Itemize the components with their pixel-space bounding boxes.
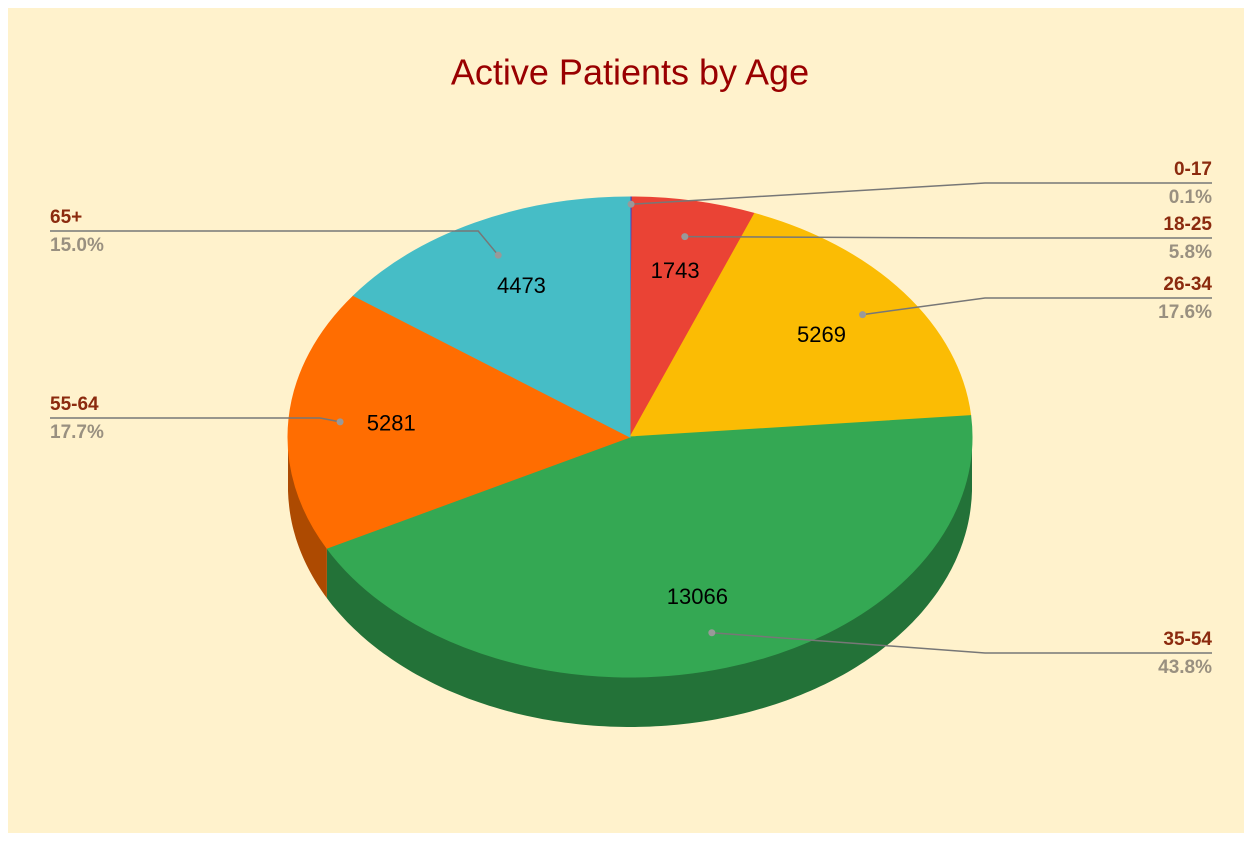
- value-label: 4473: [497, 273, 546, 298]
- leader-dot: [336, 418, 344, 426]
- slice: [629, 212, 972, 438]
- leader-dot: [859, 311, 867, 319]
- leader-line: [711, 632, 1212, 654]
- value-label: 5281: [367, 410, 416, 435]
- slice-side: [326, 437, 972, 727]
- leader-dot: [627, 200, 635, 208]
- leader-line: [50, 230, 499, 256]
- category-label: 35-54: [1163, 629, 1212, 650]
- leader-line: [631, 182, 1212, 205]
- slice: [287, 295, 632, 549]
- percent-label: 17.7%: [50, 422, 104, 443]
- category-label: 18-25: [1163, 214, 1212, 235]
- slice: [326, 415, 973, 678]
- leader-line: [684, 235, 1212, 239]
- leader-line: [862, 297, 1212, 316]
- leader-dot: [708, 629, 716, 637]
- leader-dot: [681, 233, 689, 241]
- percent-label: 17.6%: [1158, 302, 1212, 323]
- slice: [629, 196, 756, 438]
- leader-line: [50, 417, 341, 423]
- chart-title: Active Patients by Age: [451, 52, 809, 93]
- category-label: 65+: [50, 207, 82, 228]
- percent-label: 5.8%: [1169, 242, 1212, 263]
- percent-label: 0.1%: [1169, 187, 1212, 208]
- category-label: 0-17: [1174, 159, 1212, 180]
- value-label: 5269: [797, 322, 846, 347]
- slice: [352, 196, 631, 438]
- percent-label: 15.0%: [50, 235, 104, 256]
- value-label: 1743: [651, 258, 700, 283]
- percent-label: 43.8%: [1158, 657, 1212, 678]
- category-label: 55-64: [50, 394, 99, 415]
- category-label: 26-34: [1163, 274, 1212, 295]
- value-label: 13066: [667, 584, 728, 609]
- leader-dot: [494, 251, 502, 259]
